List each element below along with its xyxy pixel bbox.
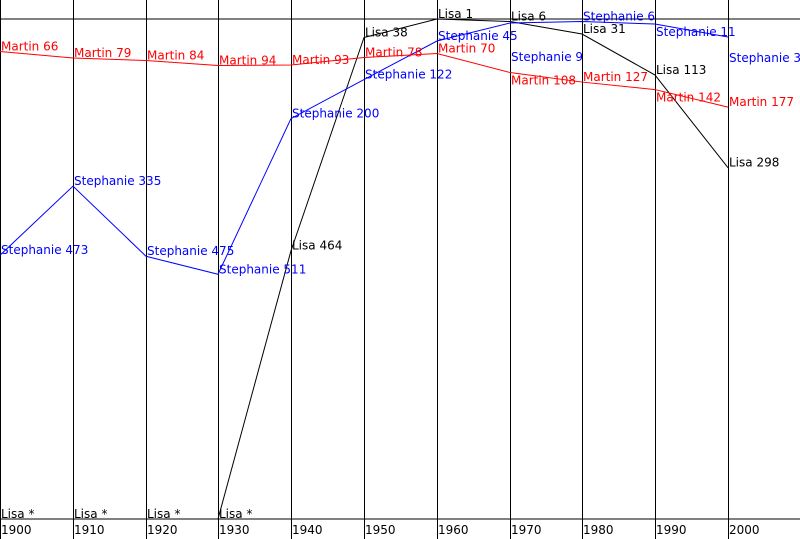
data-label: Stephanie 475 bbox=[147, 244, 234, 258]
data-label: Stephanie 511 bbox=[219, 262, 306, 276]
data-label: Martin 70 bbox=[438, 42, 495, 56]
data-label: Stephanie 9 bbox=[511, 50, 583, 64]
data-label: Martin 84 bbox=[147, 49, 204, 63]
data-label: Lisa * bbox=[1, 507, 34, 521]
data-label: Lisa * bbox=[74, 507, 107, 521]
data-label: Lisa 6 bbox=[511, 10, 546, 24]
data-label: Stephanie 45 bbox=[438, 29, 518, 43]
data-label: Stephanie 37 bbox=[729, 51, 800, 65]
data-label: Stephanie 473 bbox=[1, 243, 88, 257]
x-tick-label: 1910 bbox=[74, 523, 105, 537]
data-label: Lisa * bbox=[219, 507, 252, 521]
data-label: Lisa 464 bbox=[292, 239, 342, 253]
data-label: Stephanie 200 bbox=[292, 107, 379, 121]
data-label: Lisa 38 bbox=[365, 26, 408, 40]
data-label: Martin 177 bbox=[729, 95, 794, 109]
x-tick-label: 2000 bbox=[729, 523, 760, 537]
data-label: Martin 142 bbox=[656, 91, 721, 105]
data-label: Martin 79 bbox=[74, 46, 131, 60]
data-label: Stephanie 11 bbox=[656, 25, 736, 39]
x-tick-label: 1940 bbox=[292, 523, 323, 537]
x-tick-label: 1970 bbox=[511, 523, 542, 537]
data-label: Lisa 1 bbox=[438, 7, 473, 21]
data-label: Martin 66 bbox=[1, 40, 58, 54]
x-tick-label: 1960 bbox=[438, 523, 469, 537]
data-label: Stephanie 6 bbox=[583, 10, 655, 24]
data-label: Lisa 113 bbox=[656, 63, 706, 77]
x-tick-label: 1930 bbox=[219, 523, 250, 537]
data-label: Martin 127 bbox=[583, 70, 648, 84]
x-tick-label: 1900 bbox=[1, 523, 32, 537]
x-tick-label: 1920 bbox=[147, 523, 178, 537]
data-label: Martin 94 bbox=[219, 54, 276, 68]
data-label: Martin 78 bbox=[365, 46, 422, 60]
data-label: Stephanie 122 bbox=[365, 68, 452, 82]
data-label: Lisa 31 bbox=[583, 22, 626, 36]
data-label: Martin 93 bbox=[292, 53, 349, 67]
x-tick-label: 1980 bbox=[583, 523, 614, 537]
data-label: Lisa * bbox=[147, 507, 180, 521]
x-tick-label: 1990 bbox=[656, 523, 687, 537]
data-label: Martin 108 bbox=[511, 74, 576, 88]
x-tick-label: 1950 bbox=[365, 523, 396, 537]
data-label: Lisa 298 bbox=[729, 156, 779, 170]
data-label: Stephanie 335 bbox=[74, 174, 161, 188]
